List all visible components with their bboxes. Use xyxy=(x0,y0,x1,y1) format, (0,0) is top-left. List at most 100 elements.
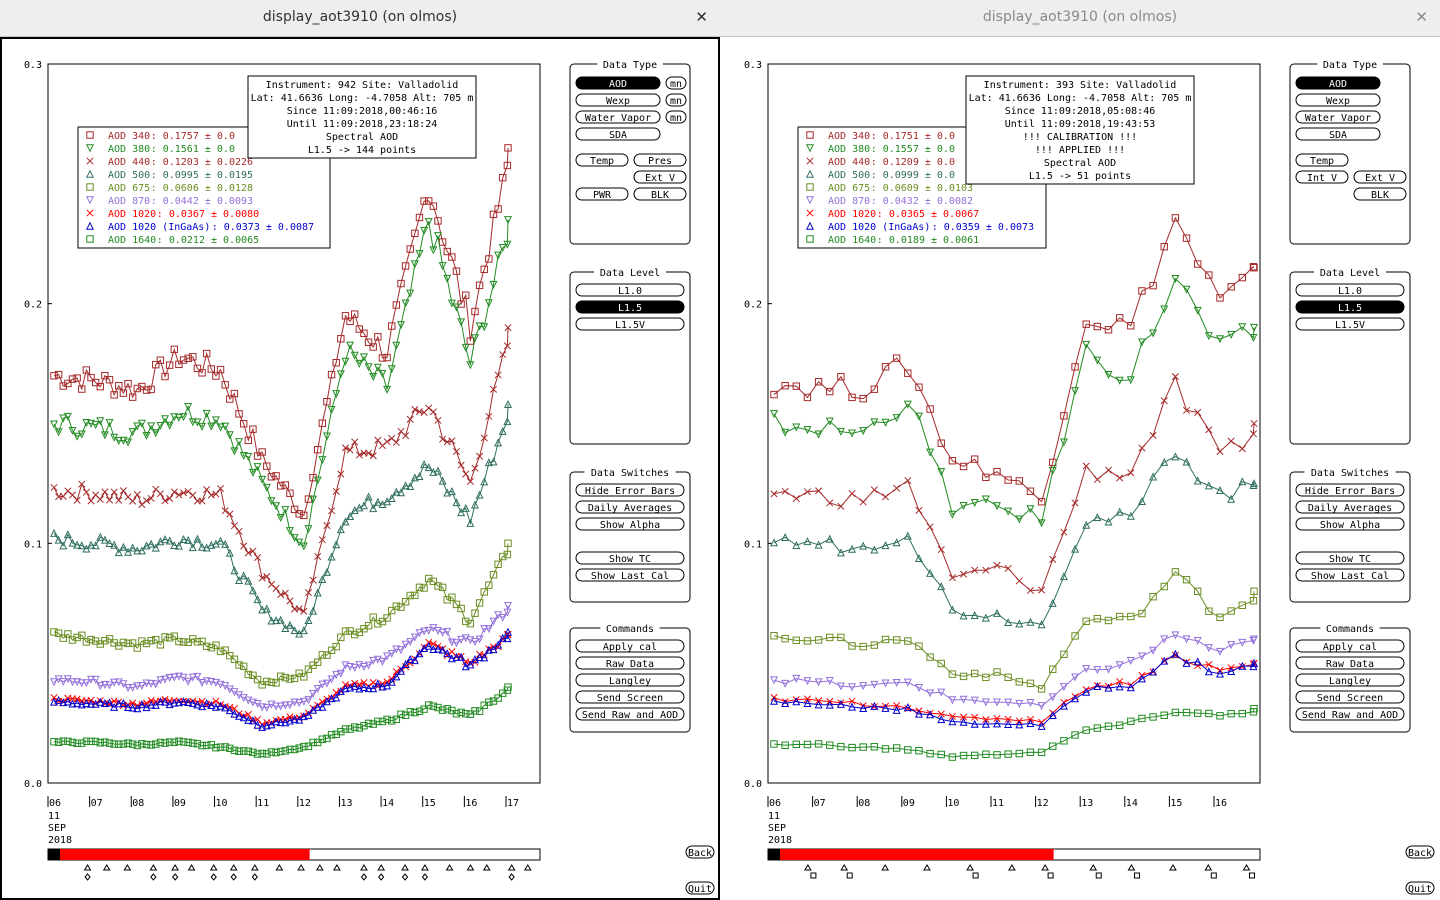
raw-data-button-label[interactable]: Raw Data xyxy=(606,659,654,670)
back-button-shape[interactable] xyxy=(1405,845,1435,859)
ext-v-button-label[interactable]: Ext V xyxy=(645,173,675,184)
level-l15v-button-shape[interactable] xyxy=(575,317,685,331)
show-alpha-button[interactable]: Show Alpha xyxy=(575,517,685,531)
quit-button-shape[interactable] xyxy=(1405,881,1435,895)
show-alpha-button-shape[interactable] xyxy=(575,517,685,531)
wexp-button-shape[interactable] xyxy=(575,93,661,107)
aod-mn-button[interactable]: mn xyxy=(665,76,687,90)
level-l15-button[interactable]: L1.5 xyxy=(1295,300,1405,314)
water-vapor-button[interactable]: Water Vapor xyxy=(1295,110,1381,124)
level-l10-button-shape[interactable] xyxy=(1295,283,1405,297)
pwr-button-shape[interactable] xyxy=(575,187,629,201)
level-l10-button-shape[interactable] xyxy=(575,283,685,297)
wexp-button[interactable]: Wexp xyxy=(575,93,661,107)
daily-averages-button-shape[interactable] xyxy=(575,500,685,514)
int-v-button[interactable]: Int V xyxy=(1295,170,1349,184)
aod-button-label[interactable]: AOD xyxy=(1329,79,1347,90)
send-raw-and-aod-button[interactable]: Send Raw and AOD xyxy=(1295,707,1405,721)
aod-button-shape[interactable] xyxy=(1295,76,1381,90)
pres-button-label[interactable]: Pres xyxy=(648,156,672,167)
show-tc-button-shape[interactable] xyxy=(575,551,685,565)
aod-button-label[interactable]: AOD xyxy=(609,79,627,90)
water-vapor-mn-button-label[interactable]: mn xyxy=(670,113,682,124)
ext-v-button-label[interactable]: Ext V xyxy=(1365,173,1395,184)
apply-cal-button-label[interactable]: Apply cal xyxy=(1323,642,1377,653)
level-l15-button-label[interactable]: L1.5 xyxy=(618,303,642,314)
show-tc-button-label[interactable]: Show TC xyxy=(1329,554,1371,565)
send-screen-button[interactable]: Send Screen xyxy=(1295,690,1405,704)
temp-button[interactable]: Temp xyxy=(1295,153,1349,167)
show-tc-button[interactable]: Show TC xyxy=(575,551,685,565)
close-icon[interactable]: ✕ xyxy=(1415,8,1428,26)
sda-button-shape[interactable] xyxy=(1295,127,1381,141)
hide-error-bars-button-shape[interactable] xyxy=(1295,483,1405,497)
pres-button-shape[interactable] xyxy=(633,153,687,167)
level-l15-button-shape[interactable] xyxy=(1295,300,1405,314)
send-screen-button-shape[interactable] xyxy=(575,690,685,704)
apply-cal-button[interactable]: Apply cal xyxy=(575,639,685,653)
close-icon[interactable]: ✕ xyxy=(695,8,708,26)
langley-button-label[interactable]: Langley xyxy=(1329,676,1371,687)
raw-data-button-shape[interactable] xyxy=(1295,656,1405,670)
quit-button-label[interactable]: Quit xyxy=(688,884,712,895)
level-l15v-button-shape[interactable] xyxy=(1295,317,1405,331)
aod-button[interactable]: AOD xyxy=(575,76,661,90)
water-vapor-button-shape[interactable] xyxy=(1295,110,1381,124)
show-last-cal-button-label[interactable]: Show Last Cal xyxy=(591,571,669,582)
sda-button[interactable]: SDA xyxy=(575,127,661,141)
send-raw-and-aod-button-label[interactable]: Send Raw and AOD xyxy=(582,710,678,721)
level-l15-button[interactable]: L1.5 xyxy=(575,300,685,314)
water-vapor-button-label[interactable]: Water Vapor xyxy=(1305,113,1371,124)
quit-button[interactable]: Quit xyxy=(1405,881,1435,895)
pwr-button[interactable]: PWR xyxy=(575,187,629,201)
send-raw-and-aod-button-shape[interactable] xyxy=(575,707,685,721)
show-last-cal-button-shape[interactable] xyxy=(1295,568,1405,582)
send-screen-button-shape[interactable] xyxy=(1295,690,1405,704)
level-l15-button-label[interactable]: L1.5 xyxy=(1338,303,1362,314)
wexp-mn-button-shape[interactable] xyxy=(665,93,687,107)
wexp-mn-button-label[interactable]: mn xyxy=(670,96,682,107)
langley-button-shape[interactable] xyxy=(1295,673,1405,687)
wexp-button[interactable]: Wexp xyxy=(1295,93,1381,107)
back-button-label[interactable]: Back xyxy=(1408,848,1432,859)
blk-button[interactable]: BLK xyxy=(1353,187,1407,201)
blk-button-label[interactable]: BLK xyxy=(1371,190,1389,201)
water-vapor-mn-button-shape[interactable] xyxy=(665,110,687,124)
blk-button-shape[interactable] xyxy=(633,187,687,201)
show-alpha-button[interactable]: Show Alpha xyxy=(1295,517,1405,531)
level-l15v-button[interactable]: L1.5V xyxy=(1295,317,1405,331)
apply-cal-button-label[interactable]: Apply cal xyxy=(603,642,657,653)
level-l10-button-label[interactable]: L1.0 xyxy=(618,286,642,297)
send-raw-and-aod-button-shape[interactable] xyxy=(1295,707,1405,721)
water-vapor-mn-button[interactable]: mn xyxy=(665,110,687,124)
show-last-cal-button[interactable]: Show Last Cal xyxy=(1295,568,1405,582)
blk-button-shape[interactable] xyxy=(1353,187,1407,201)
hide-error-bars-button[interactable]: Hide Error Bars xyxy=(1295,483,1405,497)
level-l15v-button-label[interactable]: L1.5V xyxy=(1335,320,1365,331)
back-button[interactable]: Back xyxy=(685,845,715,859)
show-last-cal-button[interactable]: Show Last Cal xyxy=(575,568,685,582)
int-v-button-label[interactable]: Int V xyxy=(1307,173,1337,184)
langley-button[interactable]: Langley xyxy=(1295,673,1405,687)
wexp-button-shape[interactable] xyxy=(1295,93,1381,107)
send-screen-button-label[interactable]: Send Screen xyxy=(597,693,663,704)
send-raw-and-aod-button-label[interactable]: Send Raw and AOD xyxy=(1302,710,1398,721)
show-alpha-button-shape[interactable] xyxy=(1295,517,1405,531)
temp-button-shape[interactable] xyxy=(1295,153,1349,167)
raw-data-button-label[interactable]: Raw Data xyxy=(1326,659,1374,670)
send-screen-button[interactable]: Send Screen xyxy=(575,690,685,704)
langley-button-label[interactable]: Langley xyxy=(609,676,651,687)
show-alpha-button-label[interactable]: Show Alpha xyxy=(600,520,660,531)
water-vapor-button[interactable]: Water Vapor xyxy=(575,110,661,124)
quit-button[interactable]: Quit xyxy=(685,881,715,895)
blk-button-label[interactable]: BLK xyxy=(651,190,669,201)
daily-averages-button-label[interactable]: Daily Averages xyxy=(1308,503,1392,514)
show-tc-button[interactable]: Show TC xyxy=(1295,551,1405,565)
water-vapor-button-shape[interactable] xyxy=(575,110,661,124)
apply-cal-button-shape[interactable] xyxy=(1295,639,1405,653)
daily-averages-button-label[interactable]: Daily Averages xyxy=(588,503,672,514)
raw-data-button-shape[interactable] xyxy=(575,656,685,670)
langley-button-shape[interactable] xyxy=(575,673,685,687)
blk-button[interactable]: BLK xyxy=(633,187,687,201)
ext-v-button-shape[interactable] xyxy=(1353,170,1407,184)
